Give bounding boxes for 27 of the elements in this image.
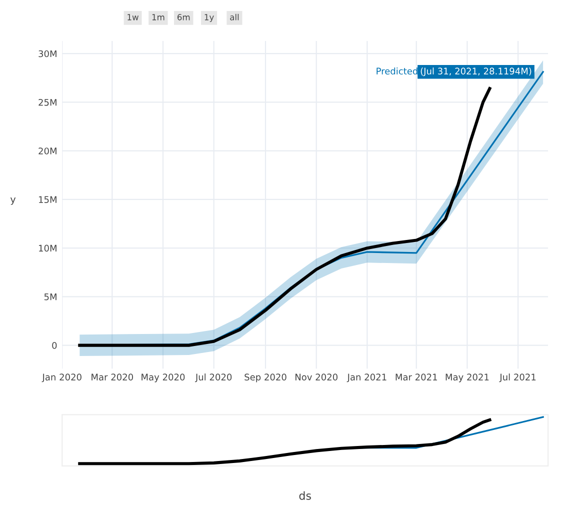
y-tick-label: 30M (38, 50, 56, 58)
x-tick-label: Nov 2020 (296, 374, 338, 380)
x-tick-label: Jan 2021 (346, 374, 386, 382)
y-axis-title: y (10, 197, 16, 205)
text: 1m (152, 14, 164, 20)
y-tick-label: 0 (52, 342, 57, 349)
text: Predicted (376, 68, 418, 75)
x-tick-label: Mar 2021 (396, 374, 437, 380)
annotation: (Jul 31, 2021, 28.1194M) (420, 68, 532, 76)
x-tick-label: May 2020 (142, 374, 185, 382)
text: 1w (128, 14, 138, 20)
y-tick-label: 15M (39, 196, 56, 204)
x-tick-label: Jan 2020 (42, 374, 82, 382)
y-tick-label: 5M (44, 294, 56, 300)
text: all (230, 14, 239, 20)
line-series (78, 87, 492, 347)
text: ds (299, 491, 311, 500)
y-tick-label: 10M (39, 244, 56, 252)
y-tick-label: 25M (38, 98, 56, 106)
x-tick-label: Sep 2020 (244, 374, 286, 382)
text: 1y (204, 14, 214, 22)
x-tick-label: Jul 2021 (499, 374, 536, 382)
y-tick-label: 20M (38, 148, 56, 154)
x-tick-label: Mar 2020 (92, 374, 133, 380)
x-tick-label: Jul 2020 (195, 374, 232, 382)
text: 6m (177, 14, 190, 20)
x-tick-label: May 2021 (446, 374, 489, 382)
